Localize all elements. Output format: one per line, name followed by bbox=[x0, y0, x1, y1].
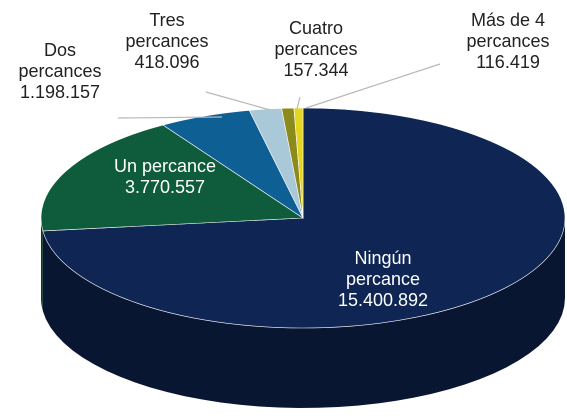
data-label: Más de 4 percances 116.419 bbox=[458, 10, 558, 73]
value-label: 1.198.157 bbox=[19, 82, 101, 102]
data-label: Un percance 3.770.557 bbox=[65, 156, 265, 198]
leader-line bbox=[296, 96, 301, 110]
pie-side bbox=[42, 218, 566, 408]
leader-line bbox=[205, 91, 271, 111]
category-label: Ningún percance bbox=[345, 248, 421, 289]
data-label: Cuatro percances 157.344 bbox=[266, 18, 366, 81]
pie-side bbox=[41, 218, 43, 311]
value-label: 116.419 bbox=[476, 52, 540, 72]
value-label: 3.770.557 bbox=[124, 177, 206, 197]
value-label: 157.344 bbox=[283, 60, 349, 80]
value-label: 418.096 bbox=[134, 52, 200, 72]
data-label: Dos percances 1.198.157 bbox=[5, 40, 115, 103]
category-label: Más de 4 percances bbox=[466, 10, 550, 51]
data-label: Ningún percance 15.400.892 bbox=[328, 248, 438, 311]
pie-slice bbox=[42, 107, 566, 329]
data-label: Tres percances 418.096 bbox=[117, 10, 217, 73]
leader-line bbox=[305, 63, 441, 109]
leader-line bbox=[117, 116, 223, 119]
category-label: Dos percances bbox=[18, 40, 102, 81]
category-label: Cuatro percances bbox=[274, 18, 358, 59]
pie-slice bbox=[293, 107, 304, 219]
value-label: 15.400.892 bbox=[337, 290, 429, 310]
category-label: Tres percances bbox=[125, 10, 209, 51]
category-label: Un percance bbox=[113, 156, 217, 176]
pie-slice bbox=[40, 124, 304, 232]
